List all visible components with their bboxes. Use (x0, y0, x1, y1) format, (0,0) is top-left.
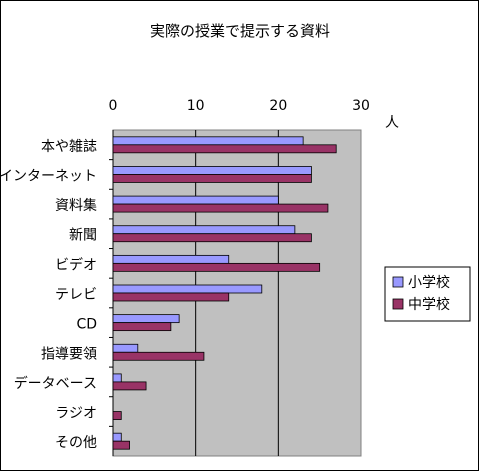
category-label: ラジオ (55, 406, 97, 422)
legend-swatch (392, 298, 404, 310)
bar-elementary (112, 314, 180, 324)
category-label: インターネット (0, 168, 97, 184)
bar-junior-high (112, 203, 329, 213)
category-label: その他 (55, 435, 97, 451)
legend-box (384, 266, 471, 322)
x-tick-labels: 0 10 20 30 (109, 98, 370, 114)
category-label: 指導要領 (41, 345, 97, 362)
category-label: 新聞 (69, 228, 97, 244)
bar-elementary (112, 136, 304, 146)
bar-elementary (112, 195, 279, 205)
bar-junior-high (112, 440, 130, 450)
category-label: CD (76, 317, 97, 333)
legend-label: 小学校 (408, 274, 450, 291)
x-tick-label: 0 (109, 98, 118, 114)
bar-elementary (112, 373, 122, 383)
chart-title: 実際の授業で提示する資料 (150, 22, 330, 40)
bar-elementary (112, 166, 312, 175)
legend-label: 中学校 (408, 296, 450, 313)
bar-junior-high (112, 322, 172, 332)
bar-elementary (112, 284, 263, 294)
bar-elementary (112, 432, 122, 442)
bar-elementary (112, 225, 296, 235)
category-label: 本や雑誌 (41, 139, 97, 155)
bar-junior-high (112, 144, 337, 154)
legend-swatch (392, 276, 404, 288)
category-label: 資料集 (55, 197, 97, 214)
unit-label: 人 (385, 115, 399, 131)
category-label: データベース (14, 375, 97, 392)
category-label: ビデオ (55, 256, 97, 273)
x-tick-label: 10 (187, 98, 205, 114)
bar-junior-high (112, 233, 312, 243)
bar-junior-high (112, 262, 321, 272)
bar-junior-high (112, 174, 312, 183)
x-tick-label: 20 (269, 98, 287, 114)
bar-elementary (112, 254, 230, 264)
bar-junior-high (112, 292, 230, 302)
bar-junior-high (112, 411, 122, 420)
bar-elementary (112, 343, 139, 353)
x-tick-label: 30 (352, 98, 370, 114)
bar-junior-high (112, 351, 205, 361)
category-label: テレビ (55, 287, 97, 303)
bar-junior-high (112, 381, 147, 391)
bars (112, 136, 337, 450)
